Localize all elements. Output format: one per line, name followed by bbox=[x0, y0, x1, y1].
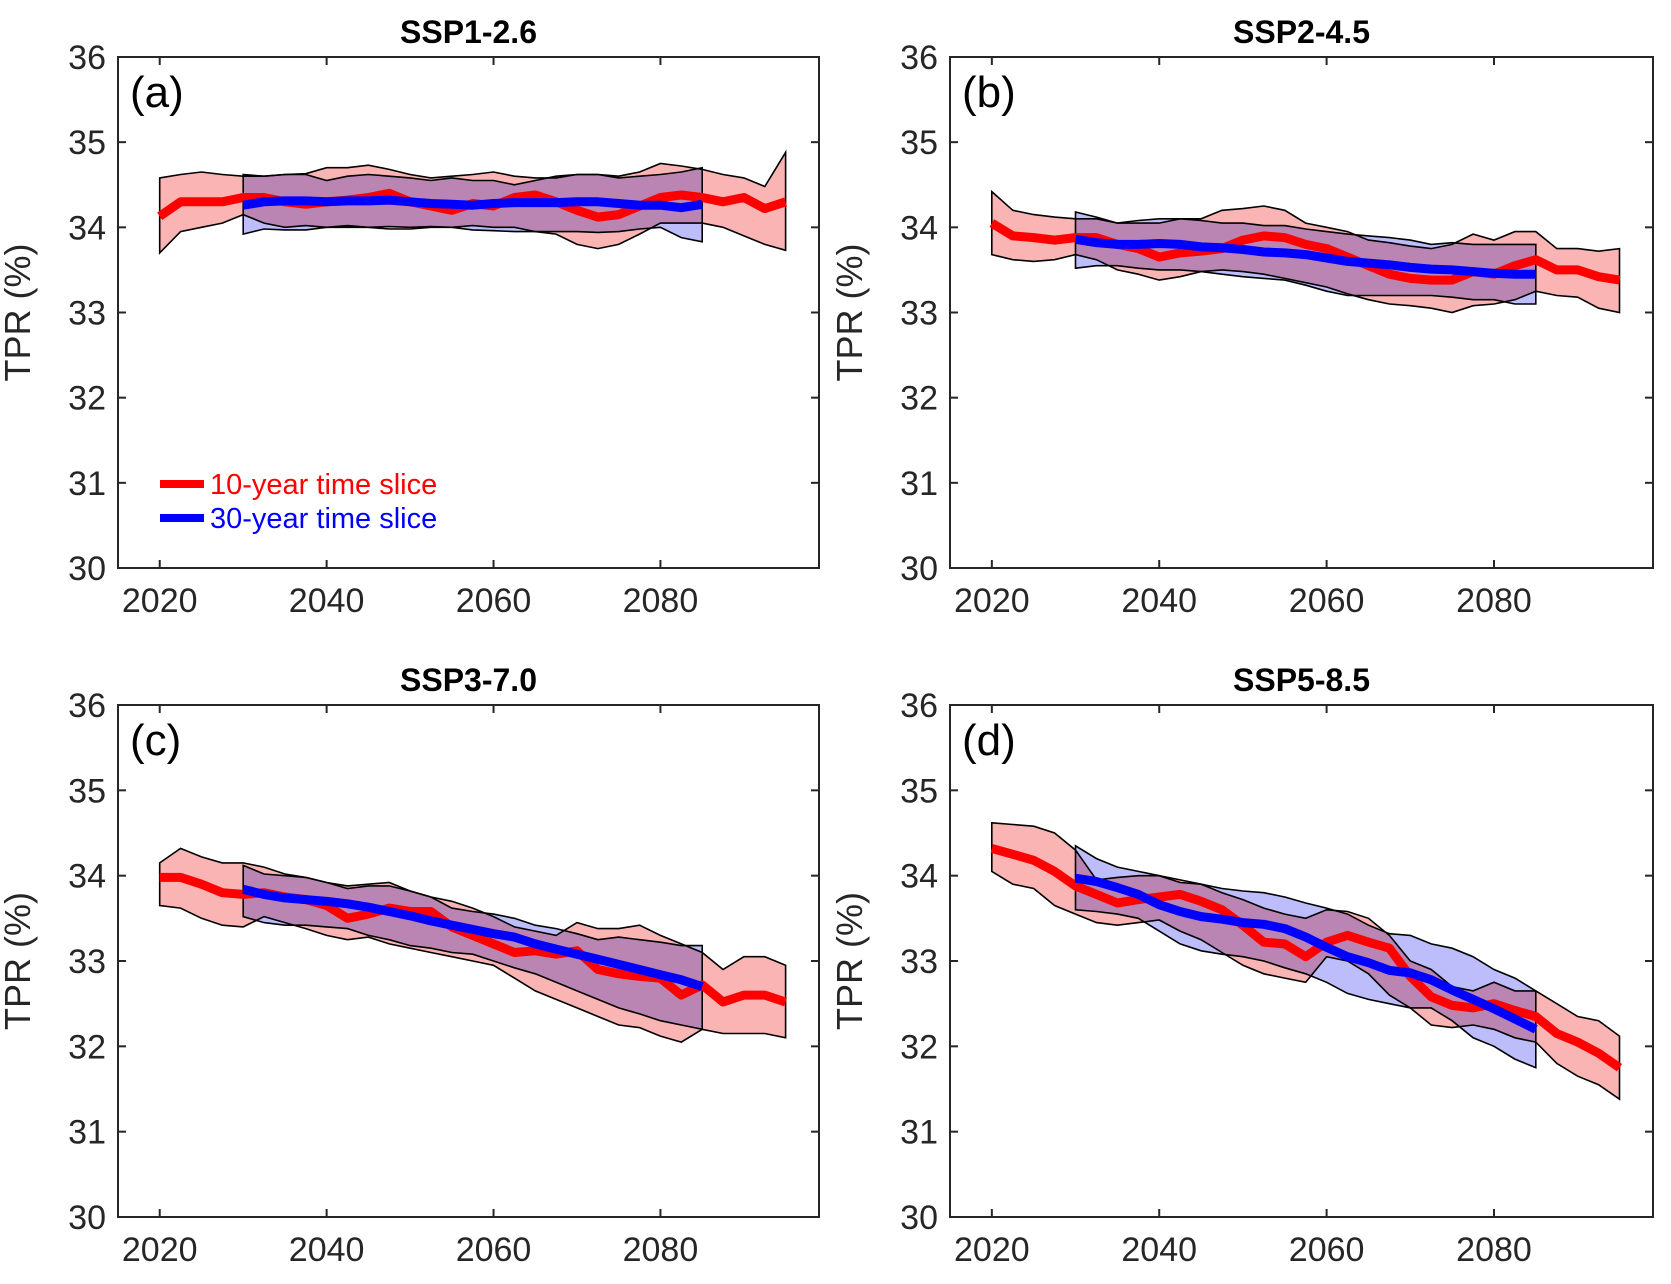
x-tick-label: 2060 bbox=[456, 1231, 532, 1269]
y-tick-label: 31 bbox=[900, 1114, 938, 1152]
y-tick-label: 30 bbox=[900, 1199, 938, 1237]
panel-letter: (b) bbox=[962, 68, 1016, 117]
panel-title: SSP5-8.5 bbox=[1233, 662, 1370, 698]
line-10-year bbox=[990, 844, 1623, 1072]
plot-area bbox=[989, 189, 1621, 314]
panel-title: SSP2-4.5 bbox=[1233, 14, 1370, 50]
x-tick-label: 2080 bbox=[1456, 1231, 1532, 1269]
panel-letter: (d) bbox=[962, 716, 1016, 765]
y-tick-label: 36 bbox=[900, 687, 938, 725]
x-tick-label: 2080 bbox=[623, 1231, 699, 1269]
y-tick-label: 33 bbox=[900, 943, 938, 981]
y-tick-label: 31 bbox=[68, 465, 106, 503]
y-tick-label: 32 bbox=[900, 380, 938, 418]
y-tick-label: 32 bbox=[68, 380, 106, 418]
y-tick-label: 34 bbox=[68, 209, 106, 247]
x-tick-label: 2060 bbox=[1289, 582, 1365, 620]
y-tick-label: 33 bbox=[68, 295, 106, 333]
legend-label: 10-year time slice bbox=[210, 469, 437, 501]
panel-a: 2020 2040 2060 2080 30 31 32 33 34 35 36 TPR (%) SSP… bbox=[0, 14, 820, 620]
y-tick-label: 36 bbox=[68, 687, 106, 725]
line-30-year bbox=[1074, 234, 1536, 279]
panel-d: 2020 2040 2060 2080 30 31 32 33 34 35 36 TPR (%) SSP… bbox=[829, 662, 1654, 1269]
line-10-year bbox=[989, 219, 1621, 285]
y-tick-label: 31 bbox=[68, 1114, 106, 1152]
line-30-year bbox=[1074, 873, 1538, 1034]
plot-area bbox=[990, 821, 1623, 1101]
panel-letter: (a) bbox=[130, 68, 184, 117]
y-tick-label: 33 bbox=[68, 943, 106, 981]
panel-title: SSP3-7.0 bbox=[400, 662, 537, 698]
x-tick-label: 2060 bbox=[1289, 1231, 1365, 1269]
line-30-year bbox=[242, 884, 704, 991]
band-30-year bbox=[242, 864, 703, 1031]
x-tick-label: 2060 bbox=[456, 582, 532, 620]
plot-area bbox=[158, 847, 788, 1043]
y-tick-label: 35 bbox=[900, 124, 938, 162]
x-tick-label: 2040 bbox=[289, 582, 365, 620]
panel-letter: (c) bbox=[130, 716, 181, 765]
x-tick-label: 2040 bbox=[289, 1231, 365, 1269]
y-axis-label: TPR (%) bbox=[0, 244, 38, 382]
y-tick-label: 35 bbox=[68, 124, 106, 162]
y-tick-label: 34 bbox=[900, 858, 938, 896]
x-tick-label: 2020 bbox=[122, 582, 198, 620]
y-tick-label: 30 bbox=[68, 1199, 106, 1237]
y-tick-label: 35 bbox=[900, 772, 938, 810]
x-tick-label: 2040 bbox=[1121, 582, 1197, 620]
y-tick-label: 34 bbox=[68, 858, 106, 896]
y-tick-label: 31 bbox=[900, 465, 938, 503]
y-tick-label: 34 bbox=[900, 209, 938, 247]
x-tick-label: 2020 bbox=[954, 582, 1030, 620]
y-axis-label: TPR (%) bbox=[0, 892, 38, 1030]
panel-b: 2020 2040 2060 2080 30 31 32 33 34 35 36 TPR (%) SSP… bbox=[829, 14, 1654, 620]
y-tick-label: 33 bbox=[900, 295, 938, 333]
y-tick-label: 30 bbox=[68, 550, 106, 588]
x-tick-label: 2080 bbox=[623, 582, 699, 620]
y-axis-label: TPR (%) bbox=[829, 892, 870, 1030]
y-tick-label: 32 bbox=[900, 1028, 938, 1066]
line-30-year bbox=[242, 195, 703, 213]
plot-area bbox=[157, 149, 787, 255]
y-tick-label: 30 bbox=[900, 550, 938, 588]
legend-label: 30-year time slice bbox=[210, 503, 437, 535]
y-tick-label: 36 bbox=[68, 39, 106, 77]
x-tick-label: 2020 bbox=[122, 1231, 198, 1269]
x-tick-label: 2080 bbox=[1456, 582, 1532, 620]
y-tick-label: 35 bbox=[68, 772, 106, 810]
y-tick-label: 32 bbox=[68, 1028, 106, 1066]
x-tick-label: 2020 bbox=[954, 1231, 1030, 1269]
panel-title: SSP1-2.6 bbox=[400, 14, 537, 50]
y-tick-label: 36 bbox=[900, 39, 938, 77]
y-axis-label: TPR (%) bbox=[829, 244, 870, 382]
axes-frame bbox=[949, 56, 1654, 569]
panel-c: 2020 2040 2060 2080 30 31 32 33 34 35 36 TPR (%) SSP… bbox=[0, 662, 820, 1269]
x-tick-label: 2040 bbox=[1121, 1231, 1197, 1269]
